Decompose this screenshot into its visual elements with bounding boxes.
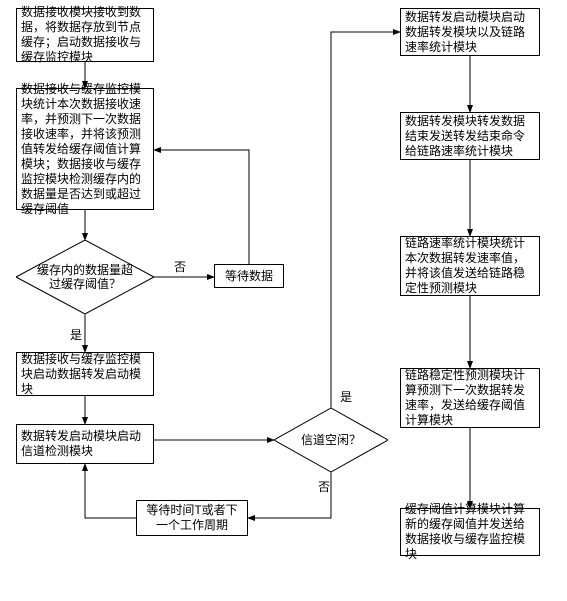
node-label: 数据转发模块转发数据结束发送转发结束命令给链路速率统计模块 <box>405 114 535 159</box>
node-label: 等待数据 <box>225 269 273 284</box>
node-n7: 数据转发启动模块启动数据转发模块以及链路速率统计模块 <box>400 8 540 56</box>
node-n9: 链路速率统计模块统计本次数据转发速率值，并将该值发送给链路稳定性预测模块 <box>400 236 540 296</box>
decision-d2: 信道空闲？ <box>274 408 388 472</box>
node-n5: 数据转发启动模块启动信道检测模块 <box>16 424 154 464</box>
edge-label-d2-no: 否 <box>316 478 332 495</box>
node-n2: 数据接收与缓存监控模块统计本次数据接收速率，并预测下一次数据接收速率，并将该预测… <box>16 88 154 210</box>
node-label: 缓存阈值计算模块计算新的缓存阈值并发送给数据接收与缓存监控模块 <box>405 502 535 562</box>
decision-label: 缓存内的数据量超过缓存阈值？ <box>35 263 135 292</box>
node-label: 数据接收与缓存监控模块启动数据转发启动模块 <box>21 352 149 397</box>
node-n8: 数据转发模块转发数据结束发送转发结束命令给链路速率统计模块 <box>400 112 540 160</box>
node-label: 数据接收模块接收到数据，将数据存放到节点缓存；启动数据接收与缓存监控模块 <box>21 5 149 65</box>
node-n11: 缓存阈值计算模块计算新的缓存阈值并发送给数据接收与缓存监控模块 <box>400 508 540 556</box>
edge-label-d2-yes: 是 <box>338 388 354 405</box>
decision-label: 信道空闲？ <box>301 433 361 447</box>
decision-d1: 缓存内的数据量超过缓存阈值？ <box>16 240 154 314</box>
node-label: 等待时间T或者下一个工作周期 <box>141 503 243 533</box>
node-label: 链路速率统计模块统计本次数据转发速率值，并将该值发送给链路稳定性预测模块 <box>405 236 535 296</box>
edge-label-d1-no: 否 <box>172 258 188 275</box>
node-n4: 数据接收与缓存监控模块启动数据转发启动模块 <box>16 352 154 396</box>
node-n3: 等待数据 <box>214 264 284 288</box>
node-label: 数据接收与缓存监控模块统计本次数据接收速率，并预测下一次数据接收速率，并将该预测… <box>21 82 149 217</box>
edge-label-d1-yes: 是 <box>68 326 84 343</box>
node-label: 数据转发启动模块启动信道检测模块 <box>21 429 149 459</box>
node-n10: 链路稳定性预测模块计算预测下一次数据转发速率，发送给缓存阈值计算模块 <box>400 368 540 428</box>
node-n6: 等待时间T或者下一个工作周期 <box>136 500 248 536</box>
node-n1: 数据接收模块接收到数据，将数据存放到节点缓存；启动数据接收与缓存监控模块 <box>16 8 154 62</box>
node-label: 数据转发启动模块启动数据转发模块以及链路速率统计模块 <box>405 10 535 55</box>
node-label: 链路稳定性预测模块计算预测下一次数据转发速率，发送给缓存阈值计算模块 <box>405 368 535 428</box>
